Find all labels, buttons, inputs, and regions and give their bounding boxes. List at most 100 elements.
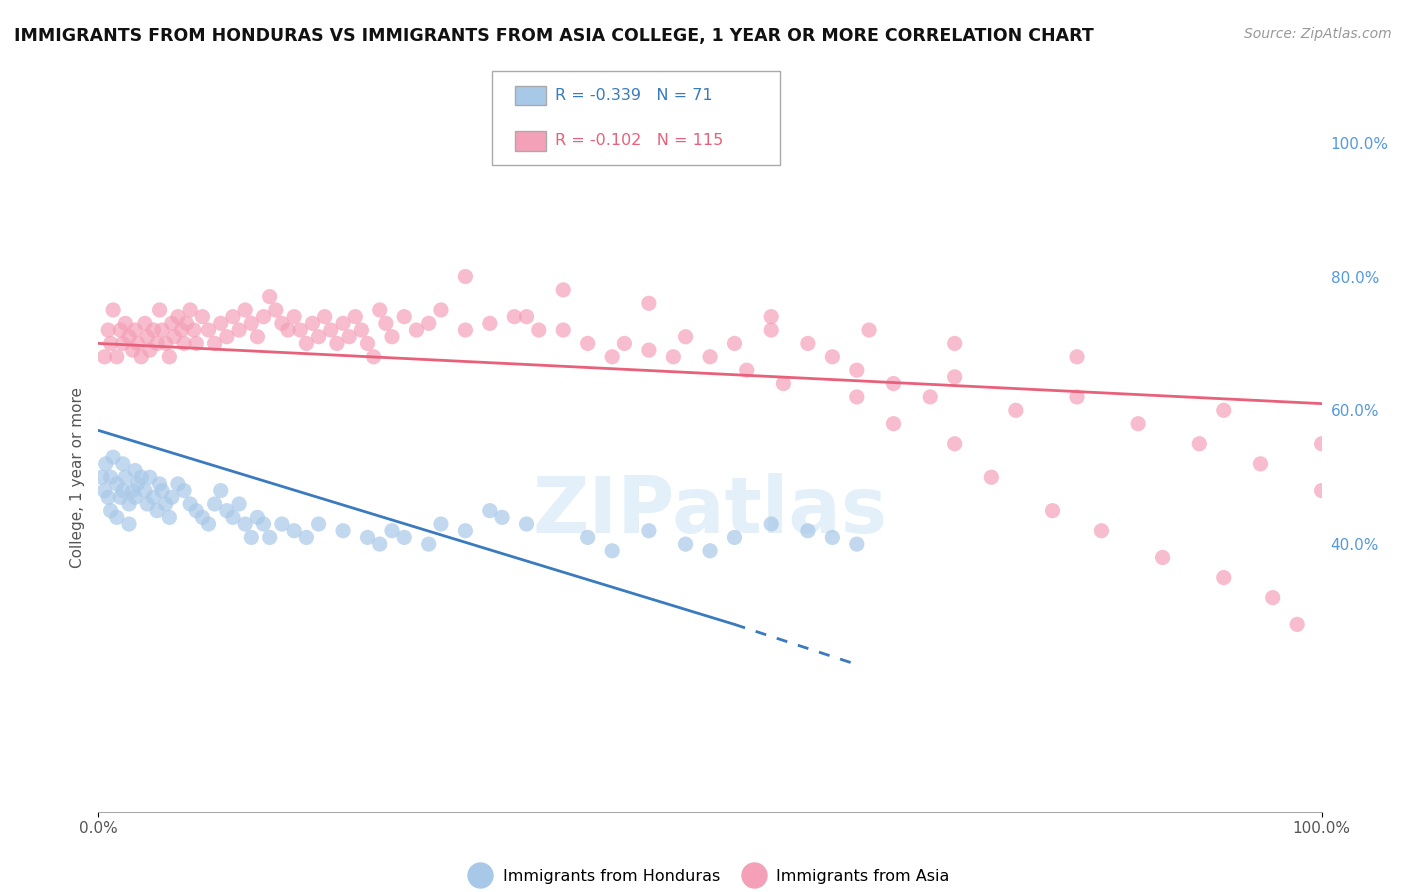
Point [797, 524, 820, 538]
Point [326, 336, 349, 351]
Text: IMMIGRANTS FROM HONDURAS VS IMMIGRANTS FROM ASIA COLLEGE, 1 YEAR OR MORE CORRELA: IMMIGRANTS FROM HONDURAS VS IMMIGRANTS F… [14, 27, 1094, 45]
Point [259, 530, 281, 544]
Point [600, 543, 623, 558]
Point [301, 317, 323, 331]
Point [392, 310, 416, 324]
Point [150, 323, 173, 337]
Point [105, 350, 128, 364]
Point [105, 476, 128, 491]
Point [1212, 571, 1234, 585]
Point [118, 497, 141, 511]
Point [295, 530, 318, 544]
Point [197, 323, 219, 337]
Point [94, 457, 117, 471]
Point [127, 476, 149, 491]
Point [100, 336, 122, 351]
Point [277, 323, 299, 337]
Point [638, 524, 661, 538]
Point [1250, 457, 1272, 471]
Point [110, 490, 132, 504]
Point [356, 336, 378, 351]
Point [821, 350, 844, 364]
Point [943, 369, 966, 384]
Point [319, 323, 342, 337]
Point [233, 302, 256, 317]
Point [142, 323, 165, 337]
Point [295, 336, 318, 351]
Point [118, 330, 141, 344]
Point [883, 417, 905, 431]
Point [1066, 350, 1088, 364]
Point [91, 470, 114, 484]
Point [1090, 524, 1112, 538]
Point [173, 336, 195, 351]
Point [228, 497, 250, 511]
Point [163, 330, 186, 344]
Point [100, 503, 122, 517]
Text: R = -0.339   N = 71: R = -0.339 N = 71 [555, 88, 713, 103]
Point [270, 516, 294, 531]
Point [723, 530, 745, 544]
Point [356, 530, 378, 544]
Point [114, 470, 136, 484]
Point [121, 343, 143, 358]
Point [111, 457, 134, 471]
Point [146, 503, 169, 517]
Point [576, 530, 599, 544]
Point [332, 317, 354, 331]
Point [1310, 436, 1333, 450]
Point [1286, 617, 1309, 632]
Point [111, 483, 134, 498]
Point [368, 302, 391, 317]
Point [215, 503, 238, 517]
Point [124, 323, 146, 337]
Point [613, 336, 636, 351]
Point [129, 470, 152, 484]
Point [503, 310, 526, 324]
Point [1152, 550, 1174, 565]
Point [845, 390, 868, 404]
Point [101, 302, 124, 317]
Text: R = -0.102   N = 115: R = -0.102 N = 115 [555, 134, 724, 148]
Point [883, 376, 905, 391]
Point [191, 310, 214, 324]
Point [93, 350, 115, 364]
Point [381, 330, 404, 344]
Point [735, 363, 758, 377]
Point [97, 490, 120, 504]
Point [222, 510, 245, 524]
Point [761, 323, 783, 337]
Point [344, 310, 367, 324]
Point [149, 476, 172, 491]
Point [821, 530, 844, 544]
Point [283, 310, 305, 324]
Point [179, 497, 201, 511]
Point [454, 323, 477, 337]
Point [124, 490, 146, 504]
Point [93, 483, 115, 498]
Point [1128, 417, 1150, 431]
Point [1066, 390, 1088, 404]
Point [797, 336, 820, 351]
Point [1042, 503, 1064, 517]
Point [173, 483, 195, 498]
Point [186, 503, 208, 517]
Point [118, 516, 141, 531]
Point [943, 436, 966, 450]
Point [1310, 483, 1333, 498]
Point [157, 510, 180, 524]
Point [308, 330, 330, 344]
Point [129, 350, 152, 364]
Point [246, 510, 269, 524]
Point [314, 310, 336, 324]
Point [845, 537, 868, 551]
Point [368, 537, 391, 551]
Point [454, 269, 477, 284]
Point [100, 470, 122, 484]
Point [136, 497, 159, 511]
Point [418, 537, 440, 551]
Point [252, 310, 274, 324]
Point [150, 483, 173, 498]
Point [155, 336, 177, 351]
Point [157, 350, 180, 364]
